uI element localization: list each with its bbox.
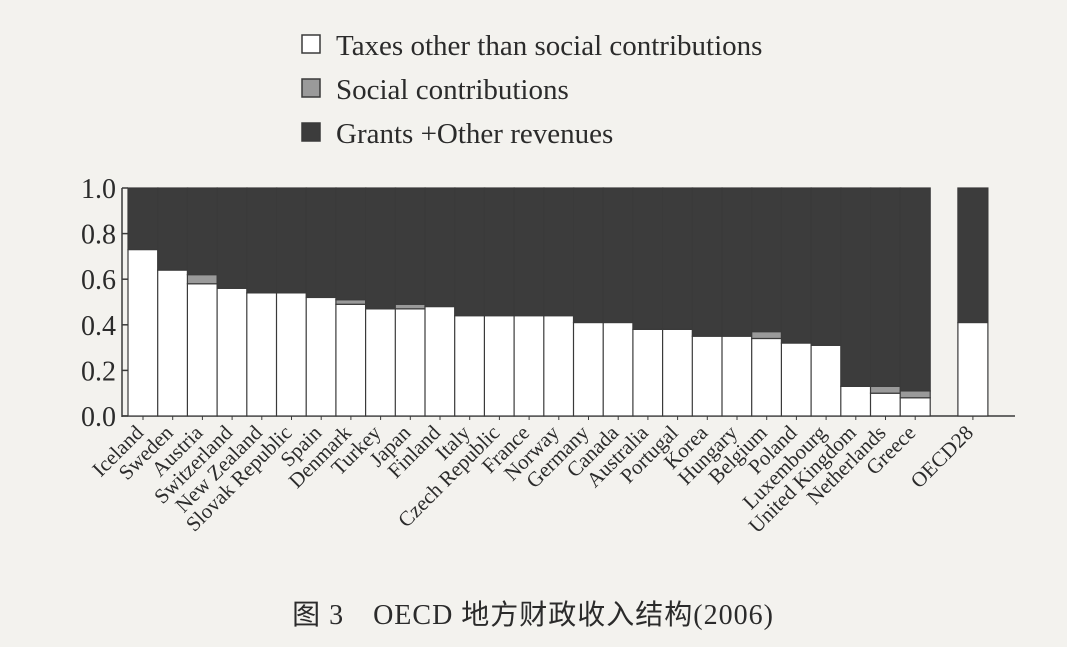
bar-segment-taxes <box>335 303 367 417</box>
bar-segment-grants <box>899 187 931 392</box>
bar-segment-taxes <box>513 315 545 417</box>
y-tick-label: 0.6 <box>81 265 116 296</box>
bar-segment-grants <box>365 187 397 310</box>
bar-segment-taxes <box>632 328 664 417</box>
bar-segment-grants <box>394 187 426 305</box>
bar-segment-taxes <box>157 269 189 417</box>
bar-segment-taxes <box>840 385 872 417</box>
bar-segment-social <box>335 299 367 305</box>
bar-segment-grants <box>543 187 575 317</box>
bars <box>127 187 989 417</box>
legend: Taxes other than social contributions Soc… <box>301 30 762 150</box>
bar-segment-grants <box>157 187 189 271</box>
bar-segment-taxes <box>365 308 397 417</box>
legend-swatch-taxes <box>301 34 321 54</box>
bar-segment-grants <box>127 187 159 251</box>
axes: 0.0 0.2 0.4 0.6 0.8 1.0 <box>81 174 1015 433</box>
bar-segment-taxes <box>305 296 337 417</box>
figure-caption: 图 3 OECD 地方财政收入结构(2006) <box>292 599 774 631</box>
bar-segment-grants <box>691 187 723 337</box>
bar-segment-taxes <box>246 292 278 417</box>
bar-segment-social <box>869 385 902 394</box>
bar-segment-social <box>186 274 218 285</box>
bar-segment-taxes <box>661 328 694 417</box>
y-tick-label: 0.4 <box>81 311 116 342</box>
bar-segment-taxes <box>483 315 515 417</box>
bar-segment-grants <box>632 187 664 330</box>
bar-segment-grants <box>275 187 308 294</box>
legend-label-taxes: Taxes other than social contributions <box>336 30 762 62</box>
bar-segment-grants <box>335 187 367 301</box>
bar-segment-grants <box>780 187 813 344</box>
bar-segment-taxes <box>780 342 813 417</box>
bar-segment-taxes <box>691 335 723 417</box>
y-tick-label: 0.8 <box>81 220 116 251</box>
x-category-label: OECD28 <box>906 421 978 493</box>
bar-segment-grants <box>216 187 248 289</box>
bar-segment-grants <box>661 187 694 330</box>
bar-segment-taxes <box>751 337 783 417</box>
bar-segment-grants <box>810 187 842 346</box>
bar-segment-grants <box>246 187 278 294</box>
y-tick-label: 1.0 <box>81 174 116 205</box>
bar-segment-taxes <box>869 392 902 417</box>
bar-segment-grants <box>513 187 545 317</box>
bar-segment-grants <box>483 187 515 317</box>
bar-segment-grants <box>840 187 872 387</box>
bar-segment-grants <box>721 187 753 337</box>
bar-segment-social <box>394 303 426 310</box>
y-tick-label: 0.0 <box>81 402 116 433</box>
y-tick-label: 0.2 <box>81 356 116 387</box>
bar-segment-social <box>899 390 931 399</box>
bar-segment-taxes <box>186 283 218 417</box>
bar-segment-grants <box>454 187 486 317</box>
bar-segment-social <box>751 331 783 340</box>
bar-segment-taxes <box>424 305 456 417</box>
legend-label-grants: Grants +Other revenues <box>336 118 613 150</box>
bar-segment-grants <box>602 187 634 324</box>
bar-segment-grants <box>572 187 605 324</box>
bar-segment-grants <box>957 187 989 324</box>
bar-segment-taxes <box>602 321 634 417</box>
bar-segment-taxes <box>810 344 842 417</box>
legend-swatch-grants <box>301 122 321 142</box>
bar-segment-taxes <box>127 248 159 417</box>
bar-segment-taxes <box>275 292 308 417</box>
bar-segment-grants <box>751 187 783 333</box>
bar-segment-grants <box>305 187 337 299</box>
bar-segment-grants <box>869 187 902 387</box>
bar-segment-taxes <box>957 321 989 417</box>
bar-segment-grants <box>186 187 218 276</box>
bar-segment-taxes <box>572 321 605 417</box>
bar-segment-taxes <box>543 315 575 417</box>
bar-segment-grants <box>424 187 456 308</box>
legend-label-social: Social contributions <box>336 74 569 106</box>
bar-segment-taxes <box>899 397 931 417</box>
bar-segment-taxes <box>394 308 426 417</box>
bar-segment-taxes <box>721 335 753 417</box>
bar-segment-taxes <box>454 315 486 417</box>
bar-segment-taxes <box>216 287 248 417</box>
legend-swatch-social <box>301 78 321 98</box>
